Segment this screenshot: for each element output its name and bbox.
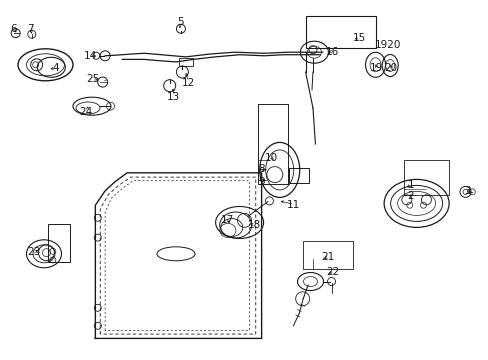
Bar: [179, 58, 193, 66]
Circle shape: [94, 214, 101, 221]
Circle shape: [94, 234, 101, 241]
Text: 8: 8: [258, 164, 264, 174]
Text: 25: 25: [86, 74, 100, 84]
Bar: [257, 104, 287, 184]
Circle shape: [100, 51, 110, 61]
Circle shape: [94, 304, 101, 311]
Text: 9: 9: [258, 177, 264, 187]
Text: 1920: 1920: [374, 40, 400, 50]
Circle shape: [176, 66, 188, 78]
Text: 5: 5: [177, 17, 184, 27]
Text: 11: 11: [286, 200, 300, 210]
Bar: [303, 241, 352, 269]
Bar: [48, 224, 70, 262]
Text: 3: 3: [463, 186, 469, 196]
Circle shape: [28, 30, 36, 38]
Circle shape: [94, 322, 101, 329]
Text: 15: 15: [352, 33, 366, 43]
Text: 6: 6: [10, 24, 17, 34]
Text: 2: 2: [407, 191, 413, 201]
Text: 21: 21: [320, 252, 334, 262]
Text: 13: 13: [166, 92, 180, 102]
Text: 22: 22: [325, 267, 339, 277]
Circle shape: [163, 80, 175, 92]
Text: 4: 4: [53, 63, 60, 73]
Text: 1: 1: [407, 180, 413, 190]
Bar: [305, 15, 375, 48]
Text: 23: 23: [27, 247, 41, 257]
Circle shape: [176, 24, 185, 33]
Text: 14: 14: [83, 51, 97, 61]
Text: 20: 20: [384, 63, 397, 73]
Text: 12: 12: [181, 78, 195, 88]
Text: 18: 18: [247, 220, 261, 230]
Bar: [288, 167, 308, 183]
Text: 24: 24: [79, 107, 92, 117]
Text: 16: 16: [325, 47, 339, 57]
Bar: [403, 160, 448, 195]
Text: 7: 7: [27, 24, 34, 34]
Circle shape: [11, 29, 20, 38]
Text: 19: 19: [369, 63, 383, 73]
Bar: [257, 104, 287, 184]
Text: 10: 10: [264, 153, 277, 163]
Text: 17: 17: [220, 215, 234, 225]
